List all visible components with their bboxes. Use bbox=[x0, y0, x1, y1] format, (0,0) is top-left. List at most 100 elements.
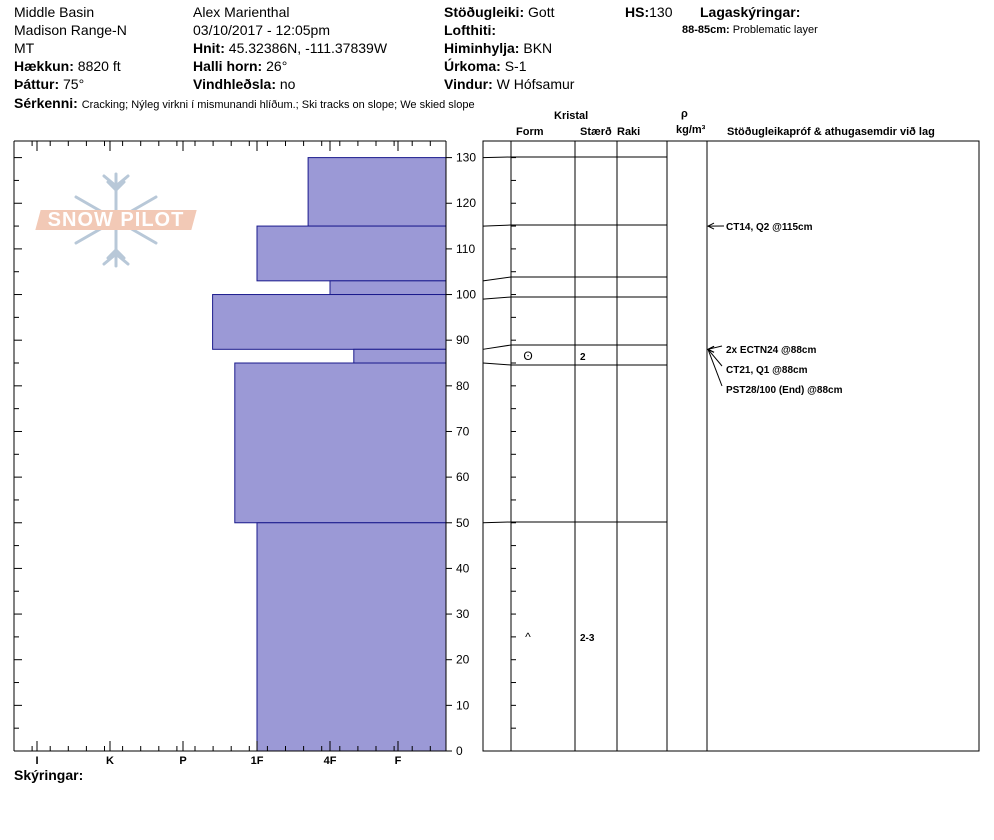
hardness-bar-5 bbox=[234, 362, 447, 524]
features-value: Cracking; Nýleg virkni í mismunandi hlíð… bbox=[81, 99, 475, 111]
test-arrow-line bbox=[707, 349, 723, 387]
crystal-form-symbol: ^ bbox=[525, 630, 531, 644]
depth-tick-label: 120 bbox=[456, 196, 476, 210]
sky-label: Himinhylja: bbox=[444, 40, 520, 56]
stability-value: Gott bbox=[528, 4, 555, 20]
depth-tick-label: 40 bbox=[456, 561, 470, 575]
stability: Stöðugleiki: Gott bbox=[444, 4, 554, 20]
wind-value: W Hófsamur bbox=[496, 76, 575, 92]
crystal-header: Kristal bbox=[554, 110, 589, 122]
notes-label: Skýringar: bbox=[14, 767, 84, 783]
slope-value: 26° bbox=[266, 58, 288, 74]
depth-tick-label: 10 bbox=[456, 698, 470, 712]
depth-tick-label: 70 bbox=[456, 424, 470, 438]
layer-notes-range: 88-85cm: bbox=[682, 24, 730, 36]
elevation-value: 8820 ft bbox=[77, 58, 121, 74]
sky-cover: Himinhylja: BKN bbox=[444, 40, 552, 56]
hardness-bar-3 bbox=[212, 294, 447, 350]
elevation: Hækkun: 8820 ft bbox=[14, 58, 121, 74]
hs-value: 130 bbox=[649, 4, 673, 20]
layer-connector bbox=[482, 156, 512, 159]
layer-connector bbox=[482, 344, 512, 350]
stability-label: Stöðugleiki: bbox=[444, 4, 525, 20]
coordinates: Hnit: 45.32386N, -111.37839W bbox=[193, 40, 387, 56]
hardness-bar-0 bbox=[307, 157, 447, 227]
aspect: Þáttur: 75° bbox=[14, 76, 84, 92]
wind-label: Vindur: bbox=[444, 76, 493, 92]
aspect-label: Þáttur: bbox=[14, 76, 60, 92]
location-name: Middle Basin bbox=[14, 4, 95, 20]
depth-tick-label: 60 bbox=[456, 470, 470, 484]
layer-connector bbox=[482, 224, 512, 227]
depth-tick-label: 90 bbox=[456, 333, 470, 347]
logo-text: SNOW PILOT bbox=[47, 209, 185, 231]
hs-label: HS: bbox=[625, 4, 650, 20]
wind: Vindur: W Hófsamur bbox=[444, 76, 574, 92]
wind-loading-value: no bbox=[279, 76, 296, 92]
form-header: Form bbox=[516, 126, 544, 138]
test-arrow-head bbox=[706, 345, 715, 353]
stability-test-label: CT21, Q1 @88cm bbox=[726, 365, 808, 376]
coords-label: Hnit: bbox=[193, 40, 225, 56]
stability-test-label: PST28/100 (End) @88cm bbox=[726, 385, 843, 396]
observer-name: Alex Marienthal bbox=[193, 4, 290, 20]
test-arrow-line bbox=[707, 348, 723, 367]
layer-notes-label: Lagaskýringar: bbox=[700, 4, 801, 20]
wind-loading: Vindhleðsla: no bbox=[193, 76, 295, 92]
hardness-tick-label: 4F bbox=[324, 755, 337, 767]
depth-tick-label: 20 bbox=[456, 653, 470, 667]
density-unit: kg/m³ bbox=[676, 124, 706, 136]
slope-angle: Halli horn: 26° bbox=[193, 58, 287, 74]
observation-datetime: 03/10/2017 - 12:05pm bbox=[193, 22, 330, 38]
layer-connector bbox=[482, 276, 512, 282]
layer-connector bbox=[482, 296, 512, 300]
precip-label: Úrkoma: bbox=[444, 58, 501, 74]
test-arrow-head bbox=[706, 222, 715, 230]
hardness-bar-1 bbox=[256, 225, 447, 282]
snowpilot-logo: SNOW PILOT bbox=[35, 170, 197, 270]
aspect-value: 75° bbox=[63, 76, 85, 92]
hardness-tick-label: P bbox=[179, 755, 186, 767]
layer-connector bbox=[482, 521, 512, 524]
state-name: MT bbox=[14, 40, 35, 56]
features-label: Sérkenni: bbox=[14, 95, 78, 111]
air-temp: Lofthiti: bbox=[444, 22, 496, 38]
hardness-bar-4 bbox=[353, 348, 447, 364]
layer-notes: 88-85cm: Problematic layer bbox=[682, 24, 818, 37]
layer-connector bbox=[482, 362, 512, 366]
hardness-tick-label: 1F bbox=[251, 755, 264, 767]
wind-loading-label: Vindhleðsla: bbox=[193, 76, 276, 92]
precipitation: Úrkoma: S-1 bbox=[444, 58, 526, 74]
range-name: Madison Range-N bbox=[14, 22, 127, 38]
elevation-label: Hækkun: bbox=[14, 58, 74, 74]
stability-test-label: CT14, Q2 @115cm bbox=[726, 222, 813, 233]
tests-header: Stöðugleikapróf & athugasemdir við lag bbox=[727, 126, 935, 138]
crystal-form-symbol: ʘ bbox=[523, 349, 532, 363]
crystal-size-value: 2-3 bbox=[580, 633, 595, 644]
air-temp-label: Lofthiti: bbox=[444, 22, 497, 38]
hardness-tick-label: K bbox=[106, 755, 114, 767]
depth-tick-label: 50 bbox=[456, 516, 470, 530]
features: Sérkenni: Cracking; Nýleg virkni í mismu… bbox=[14, 95, 475, 112]
depth-tick-label: 110 bbox=[456, 242, 475, 256]
layer-notes-text: Problematic layer bbox=[732, 24, 818, 36]
snow-height: HS:130 bbox=[625, 4, 672, 20]
depth-tick-label: 30 bbox=[456, 607, 470, 621]
stability-test-label: 2x ECTN24 @88cm bbox=[726, 345, 816, 356]
crystal-size-value: 2 bbox=[580, 352, 586, 363]
slope-label: Halli horn: bbox=[193, 58, 263, 74]
density-symbol: ρ bbox=[681, 108, 688, 120]
coords-value: 45.32386N, -111.37839W bbox=[228, 40, 388, 56]
hardness-bar-6 bbox=[256, 522, 447, 752]
depth-tick-label: 100 bbox=[456, 288, 476, 302]
crystal-table-frame bbox=[482, 140, 980, 752]
hardness-tick-label: F bbox=[395, 755, 402, 767]
sky-value: BKN bbox=[523, 40, 553, 56]
precip-value: S-1 bbox=[504, 58, 527, 74]
test-arrow-line bbox=[707, 345, 723, 350]
depth-tick-label: 130 bbox=[456, 151, 476, 165]
hardness-bar-2 bbox=[329, 280, 447, 296]
moisture-header: Raki bbox=[617, 126, 641, 138]
